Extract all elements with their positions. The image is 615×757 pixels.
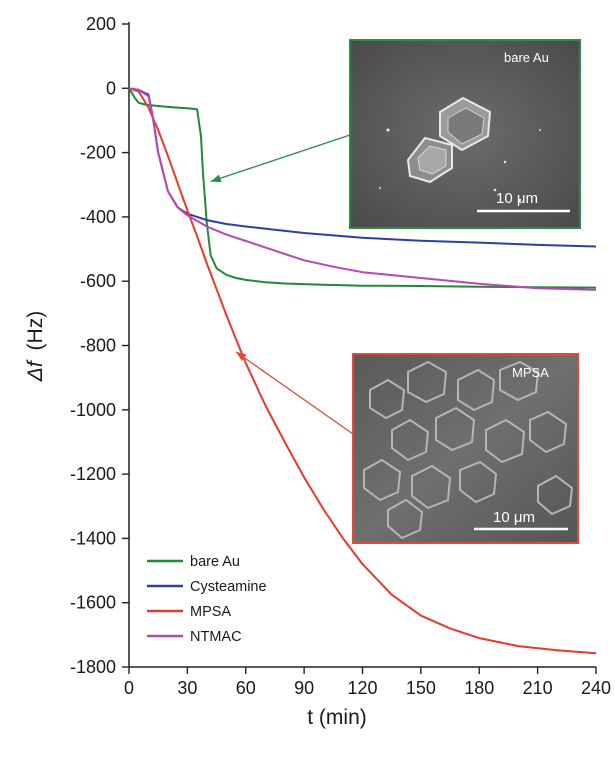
arrow-mpsa-head xyxy=(236,351,247,361)
x-tick-label: 240 xyxy=(581,678,611,698)
inset-mpsa-label: MPSA xyxy=(512,365,549,380)
arrow-bare-au xyxy=(210,134,351,183)
legend-label-bare-au: bare Au xyxy=(190,554,240,570)
inset-mpsa-crystals xyxy=(363,360,574,540)
series-line-ntmac xyxy=(128,87,597,291)
x-tick-label: 90 xyxy=(294,678,314,698)
x-tick-label: 210 xyxy=(523,678,553,698)
x-axis-title: t (min) xyxy=(307,706,367,729)
arrow-bare-au-head xyxy=(210,174,222,183)
y-tick-label: 200 xyxy=(86,14,116,34)
inset-arrows xyxy=(210,134,354,435)
legend: bare Au Cysteamine MPSA NTMAC xyxy=(147,554,267,645)
y-tick-label: -1600 xyxy=(70,593,116,613)
x-tick-label: 0 xyxy=(124,678,134,698)
y-tick-label: -1000 xyxy=(70,400,116,420)
y-tick-label: -400 xyxy=(80,207,116,227)
inset-mpsa-image xyxy=(352,353,579,544)
y-axis-title: Δf (Hz) xyxy=(24,311,47,382)
y-tick-label: -1800 xyxy=(70,657,116,677)
inset-bare-au-label: bare Au xyxy=(504,50,549,65)
x-tick-label: 60 xyxy=(236,678,256,698)
inset-bare-au-scale-label: 10 μm xyxy=(496,190,538,207)
inset-bare-au-crystals xyxy=(379,96,541,202)
y-tick-label: -600 xyxy=(80,271,116,291)
axis-ticks: 0 30 60 90 120 150 180 210 240 200 0 -200 -400 -600 -8… xyxy=(70,14,611,698)
inset-bare-au: bare Au 10 μm xyxy=(349,39,581,229)
y-tick-label: -800 xyxy=(80,336,116,356)
y-axis-unit: (Hz) xyxy=(24,311,47,351)
arrow-mpsa xyxy=(235,351,354,435)
x-tick-label: 180 xyxy=(464,678,494,698)
inset-mpsa-scale-label: 10 μm xyxy=(493,509,535,526)
legend-label-ntmac: NTMAC xyxy=(190,629,242,645)
x-tick-label: 120 xyxy=(347,678,377,698)
y-tick-label: 0 xyxy=(106,78,116,98)
y-tick-label: -200 xyxy=(80,143,116,163)
series-line-mpsa xyxy=(128,87,597,655)
legend-label-cysteamine: Cysteamine xyxy=(190,579,267,595)
legend-label-mpsa: MPSA xyxy=(190,604,231,620)
y-tick-label: -1400 xyxy=(70,528,116,548)
inset-mpsa: MPSA 10 μm xyxy=(352,353,579,544)
x-tick-label: 150 xyxy=(406,678,436,698)
y-tick-label: -1200 xyxy=(70,464,116,484)
y-axis-symbol: Δf xyxy=(24,359,47,382)
x-tick-label: 30 xyxy=(177,678,197,698)
series-lines xyxy=(128,87,597,655)
